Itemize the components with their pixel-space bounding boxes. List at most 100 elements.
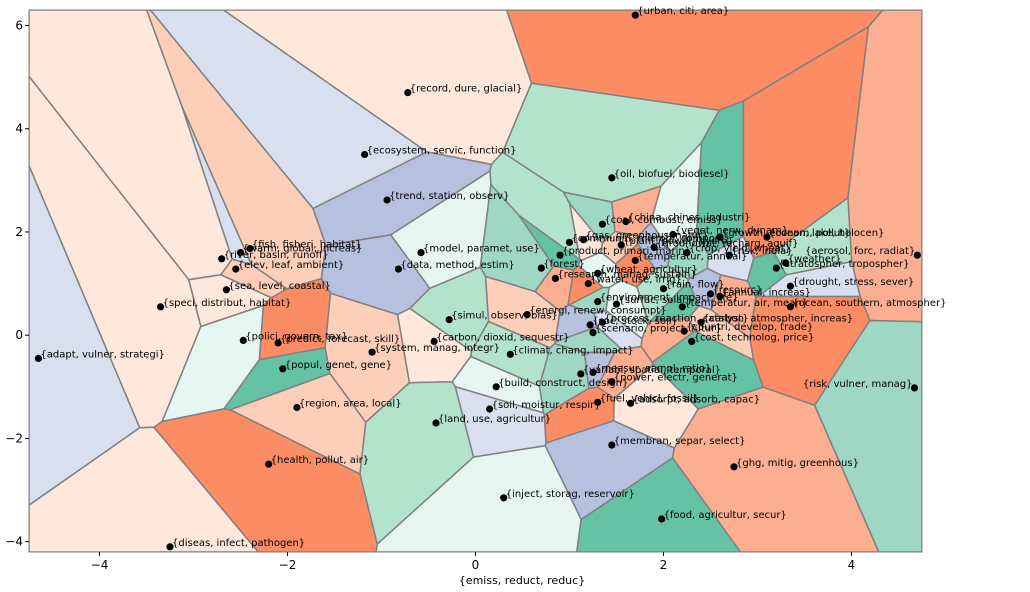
scatter-point [551, 274, 560, 282]
scatter-point [265, 460, 273, 468]
point-label: {membran, separ, select} [614, 436, 746, 447]
scatter-point [236, 249, 245, 257]
scatter-point [537, 264, 545, 272]
scatter-point [650, 243, 658, 251]
scatter-point [577, 370, 585, 378]
point-label: {speci, distribut, habitat} [163, 298, 292, 309]
scatter-point [631, 256, 639, 264]
scatter-point [608, 174, 616, 182]
scatter-point [627, 399, 635, 407]
point-label: {growth, econom, pollut} [722, 228, 850, 239]
point-label: {crop, yield, wheat} [689, 244, 791, 255]
scatter-point [222, 286, 230, 294]
point-label: {resourc} [713, 285, 763, 296]
scatter-point [506, 350, 514, 358]
point-label: {carbon, atmospher, increas} [703, 313, 853, 324]
scatter-point [368, 348, 376, 356]
scatter-point [394, 265, 402, 273]
point-label: {carbon, dioxid, sequestr} [436, 332, 569, 343]
point-label: {trend, station, observ} [389, 191, 509, 202]
scatter-point [683, 249, 691, 257]
point-label: {water, use, irrig} [590, 275, 682, 286]
scatter-point [716, 233, 724, 241]
point-label: {oil, biofuel, biodiesel} [614, 169, 730, 180]
point-label: {adapt, vulner, strategi} [40, 349, 165, 360]
scatter-point [523, 311, 531, 319]
point-label: {popul, genet, gene} [285, 360, 392, 371]
scatter-point [432, 419, 440, 427]
scatter-point [589, 368, 597, 376]
point-label: {record, dure, glacial} [410, 84, 523, 95]
scatter-point [279, 365, 287, 373]
point-label: {polici, govern, tax} [245, 331, 348, 342]
point-label: {veget, nerw, dynam} [675, 226, 788, 237]
scatter-point [622, 218, 630, 226]
scatter-point [716, 292, 724, 301]
scatter-point [631, 11, 639, 19]
point-label: {soil, moistur, respir} [492, 400, 601, 411]
scatter-point [34, 354, 43, 362]
scatter-point [417, 249, 425, 257]
point-label: {gas, greenhous, natur} [586, 231, 709, 242]
scatter-point [697, 318, 705, 326]
point-label: {coal, combust, emiss} [604, 215, 722, 226]
scatter-point [786, 303, 795, 311]
scatter-point [730, 463, 738, 471]
point-label: {urban, citi, area} [637, 6, 729, 17]
y-tick-label: 4 [15, 122, 23, 136]
x-tick-label: 0 [472, 558, 480, 572]
point-label: {warm, global, increas} [243, 244, 363, 255]
point-label: {energi, renew, consumpt} [529, 306, 666, 317]
scatter-point [404, 89, 412, 97]
scatter-point [218, 255, 226, 263]
point-label: {plant, power, hydro} [623, 236, 733, 247]
point-label: {risk, vulner, manag} [803, 379, 913, 390]
x-tick-label: −4 [91, 558, 109, 572]
point-label: {health, pollut, air} [271, 455, 369, 466]
scatter-point [383, 196, 391, 204]
point-label: {predict, forecast, skill} [280, 334, 400, 345]
point-label: {cost, technolog, price} [694, 332, 815, 343]
x-axis-label: {emiss, reduct, reduc} [459, 574, 585, 587]
point-label: {build, construct, design} [498, 378, 628, 389]
point-label: {river, basin, runoff} [224, 250, 329, 261]
scatter-point [678, 303, 686, 311]
point-label: {climat, chang, impact} [512, 345, 633, 356]
point-label: {risk, india} [731, 246, 792, 257]
scatter-point [556, 251, 564, 259]
y-tick-label: 6 [15, 18, 23, 32]
scatter-point [361, 150, 369, 159]
point-label: {countri, develop, trade} [686, 322, 813, 333]
scatter-point [500, 494, 508, 502]
x-tick-label: −2 [279, 558, 297, 572]
scatter-point [772, 264, 780, 272]
point-label: {forest} [543, 259, 585, 270]
point-label: {system, manag, integr} [374, 343, 500, 354]
y-tick-label: −2 [5, 431, 23, 445]
point-label: {temperatur, air, mean} [684, 298, 808, 309]
scatter-point [589, 329, 597, 337]
point-label: {communiti, microbi, compost} [572, 233, 731, 244]
scatter-point [486, 405, 494, 413]
x-axis-ticks: −4 −2 0 2 4 [91, 552, 855, 572]
scatter-point [725, 251, 733, 259]
point-label: {annual, increas} [722, 288, 811, 299]
point-label: {stratospher, tropospher} [778, 259, 909, 270]
point-label: {diseas, infect, pathogen} [172, 538, 305, 549]
point-label: {process, reaction, catalyst} [604, 313, 748, 324]
point-label: {model, paramet, use} [423, 244, 540, 255]
point-label: {food, agricultur, secur} [664, 510, 787, 521]
scatter-point [565, 238, 574, 246]
voronoi-cell [576, 456, 742, 552]
point-label: {temperatur, annual} [637, 251, 747, 262]
scatter-point [274, 339, 282, 347]
scatter-point [680, 327, 688, 335]
point-label: {land, use, agricultur} [438, 414, 551, 425]
scatter-point [706, 290, 715, 298]
scatter-point [608, 441, 616, 449]
scatter-point [492, 383, 500, 391]
scatter-point [157, 303, 165, 311]
point-label: {soc, stock, soil} [592, 316, 678, 327]
point-label: {weather} [788, 254, 842, 265]
scatter-points [34, 11, 921, 551]
